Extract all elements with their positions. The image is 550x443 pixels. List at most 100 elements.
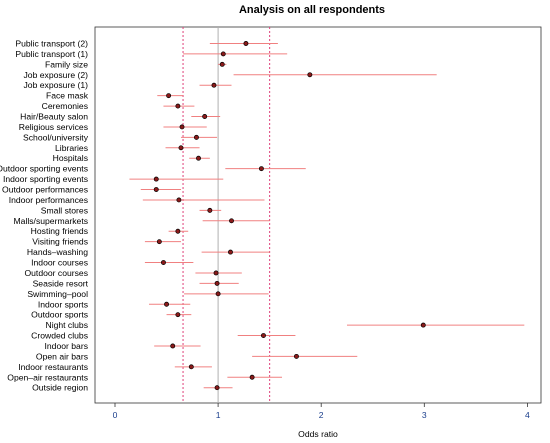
estimate-row: Open–air restaurants bbox=[7, 372, 283, 382]
row-label: Religious services bbox=[19, 122, 88, 132]
estimate-row: Outdoor performances bbox=[2, 185, 181, 195]
odds-ratio-point bbox=[196, 155, 201, 161]
row-label: Hosting friends bbox=[31, 226, 88, 236]
estimate-row: Indoor performances bbox=[9, 195, 265, 205]
estimate-row: Indoor bars bbox=[45, 341, 201, 351]
estimate-row: Hands–washing bbox=[27, 247, 270, 257]
x-tick-label: 4 bbox=[525, 410, 530, 420]
row-label: Indoor sports bbox=[38, 299, 88, 309]
row-label: Visiting friends bbox=[32, 237, 88, 247]
row-label: Seaside resort bbox=[33, 278, 89, 288]
estimate-row: Face mask bbox=[46, 91, 184, 101]
odds-ratio-point bbox=[307, 72, 313, 78]
estimate-row: Hospitals bbox=[53, 153, 210, 163]
odds-ratio-point bbox=[179, 124, 185, 130]
odds-ratio-point bbox=[220, 51, 226, 57]
odds-ratio-point bbox=[161, 260, 166, 265]
row-label: Public transport (1) bbox=[15, 49, 88, 59]
row-label: Indoor sporting events bbox=[3, 174, 88, 184]
row-label: Hospitals bbox=[53, 153, 88, 163]
row-label: Indoor bars bbox=[45, 341, 88, 351]
row-label: Libraries bbox=[55, 143, 88, 153]
estimate-row: Outside region bbox=[32, 383, 233, 393]
odds-ratio-point bbox=[211, 82, 217, 88]
estimate-row: Job exposure (2) bbox=[24, 70, 437, 80]
odds-ratio-point bbox=[261, 333, 266, 338]
odds-ratio-point bbox=[243, 41, 249, 46]
estimate-row: Outdoor courses bbox=[24, 268, 242, 278]
estimate-row: Hair/Beauty salon bbox=[20, 112, 221, 122]
row-label: Outside region bbox=[32, 383, 88, 393]
estimate-row: Swimming–pool bbox=[27, 289, 269, 299]
odds-ratio-point bbox=[219, 61, 225, 67]
estimate-row: Libraries bbox=[55, 143, 200, 153]
estimate-row: Indoor restaurants bbox=[18, 362, 212, 372]
row-label: Outdoor performances bbox=[2, 185, 88, 195]
odds-ratio-point bbox=[215, 291, 221, 297]
odds-ratio-point bbox=[170, 343, 176, 349]
estimate-row: Public transport (1) bbox=[15, 49, 288, 59]
odds-ratio-point bbox=[176, 197, 182, 203]
odds-ratio-point bbox=[193, 134, 199, 140]
estimate-row: Outdoor sporting events bbox=[0, 164, 306, 174]
odds-ratio-point bbox=[249, 374, 255, 380]
estimate-row: Night clubs bbox=[45, 320, 525, 330]
estimate-row: Ceremonies bbox=[42, 101, 195, 111]
odds-ratio-point bbox=[258, 166, 264, 172]
row-label: Night clubs bbox=[45, 320, 88, 330]
row-label: Hair/Beauty salon bbox=[20, 112, 88, 122]
estimate-row: Open air bars bbox=[36, 351, 358, 361]
odds-ratio-point bbox=[164, 301, 169, 307]
row-label: Face mask bbox=[46, 91, 89, 101]
estimate-row: Public transport (2) bbox=[15, 39, 278, 49]
row-label: Indoor restaurants bbox=[18, 362, 88, 372]
row-label: Outdoor courses bbox=[24, 268, 88, 278]
odds-ratio-point bbox=[188, 364, 194, 370]
estimate-row: Malls/supermarkets bbox=[14, 216, 270, 226]
odds-ratio-point bbox=[294, 353, 299, 359]
estimate-row: Seaside resort bbox=[33, 278, 239, 288]
estimate-row: Hosting friends bbox=[31, 226, 189, 236]
row-label: Crowded clubs bbox=[31, 331, 88, 341]
chart-title: Analysis on all respondents bbox=[239, 4, 385, 16]
x-tick-label: 3 bbox=[422, 410, 427, 420]
estimate-row: School/university bbox=[23, 132, 218, 142]
odds-ratio-point bbox=[214, 385, 220, 391]
odds-ratio-point bbox=[207, 207, 213, 213]
odds-ratio-point bbox=[175, 312, 181, 318]
row-label: Family size bbox=[45, 59, 88, 69]
row-label: Small stores bbox=[41, 205, 88, 215]
row-label: Public transport (2) bbox=[15, 39, 88, 49]
estimate-row: Small stores bbox=[41, 205, 222, 215]
estimate-row: Family size bbox=[45, 59, 227, 69]
row-label: Malls/supermarkets bbox=[14, 216, 89, 226]
x-tick-label: 1 bbox=[216, 410, 221, 420]
row-label: Open air bars bbox=[36, 351, 88, 361]
row-label: Job exposure (2) bbox=[24, 70, 89, 80]
row-label: Open–air restaurants bbox=[7, 372, 88, 382]
row-label: Outdoor sports bbox=[31, 310, 88, 320]
estimate-row: Visiting friends bbox=[32, 237, 181, 247]
row-label: Swimming–pool bbox=[27, 289, 88, 299]
row-label: School/university bbox=[23, 132, 89, 142]
row-label: Hands–washing bbox=[27, 247, 88, 257]
odds-ratio-point bbox=[178, 145, 184, 151]
estimate-row: Indoor sporting events bbox=[3, 174, 224, 184]
estimate-row: Job exposure (1) bbox=[24, 80, 232, 90]
odds-ratio-point bbox=[175, 228, 181, 234]
plot-frame bbox=[94, 26, 542, 404]
odds-ratio-point bbox=[156, 239, 162, 245]
row-label: Indoor courses bbox=[31, 258, 88, 268]
x-axis-label: Odds ratio bbox=[298, 429, 338, 439]
odds-ratio-point bbox=[420, 322, 426, 328]
row-label: Indoor performances bbox=[9, 195, 88, 205]
odds-ratio-point bbox=[153, 176, 159, 182]
x-tick-label: 2 bbox=[319, 410, 324, 420]
estimate-row: Crowded clubs bbox=[31, 331, 296, 341]
odds-ratio-point bbox=[166, 93, 172, 99]
estimate-row: Religious services bbox=[19, 122, 207, 132]
odds-ratio-point bbox=[153, 187, 159, 192]
row-label: Job exposure (1) bbox=[24, 80, 89, 90]
estimate-row: Outdoor sports bbox=[31, 310, 192, 320]
x-tick-label: 0 bbox=[113, 410, 118, 420]
